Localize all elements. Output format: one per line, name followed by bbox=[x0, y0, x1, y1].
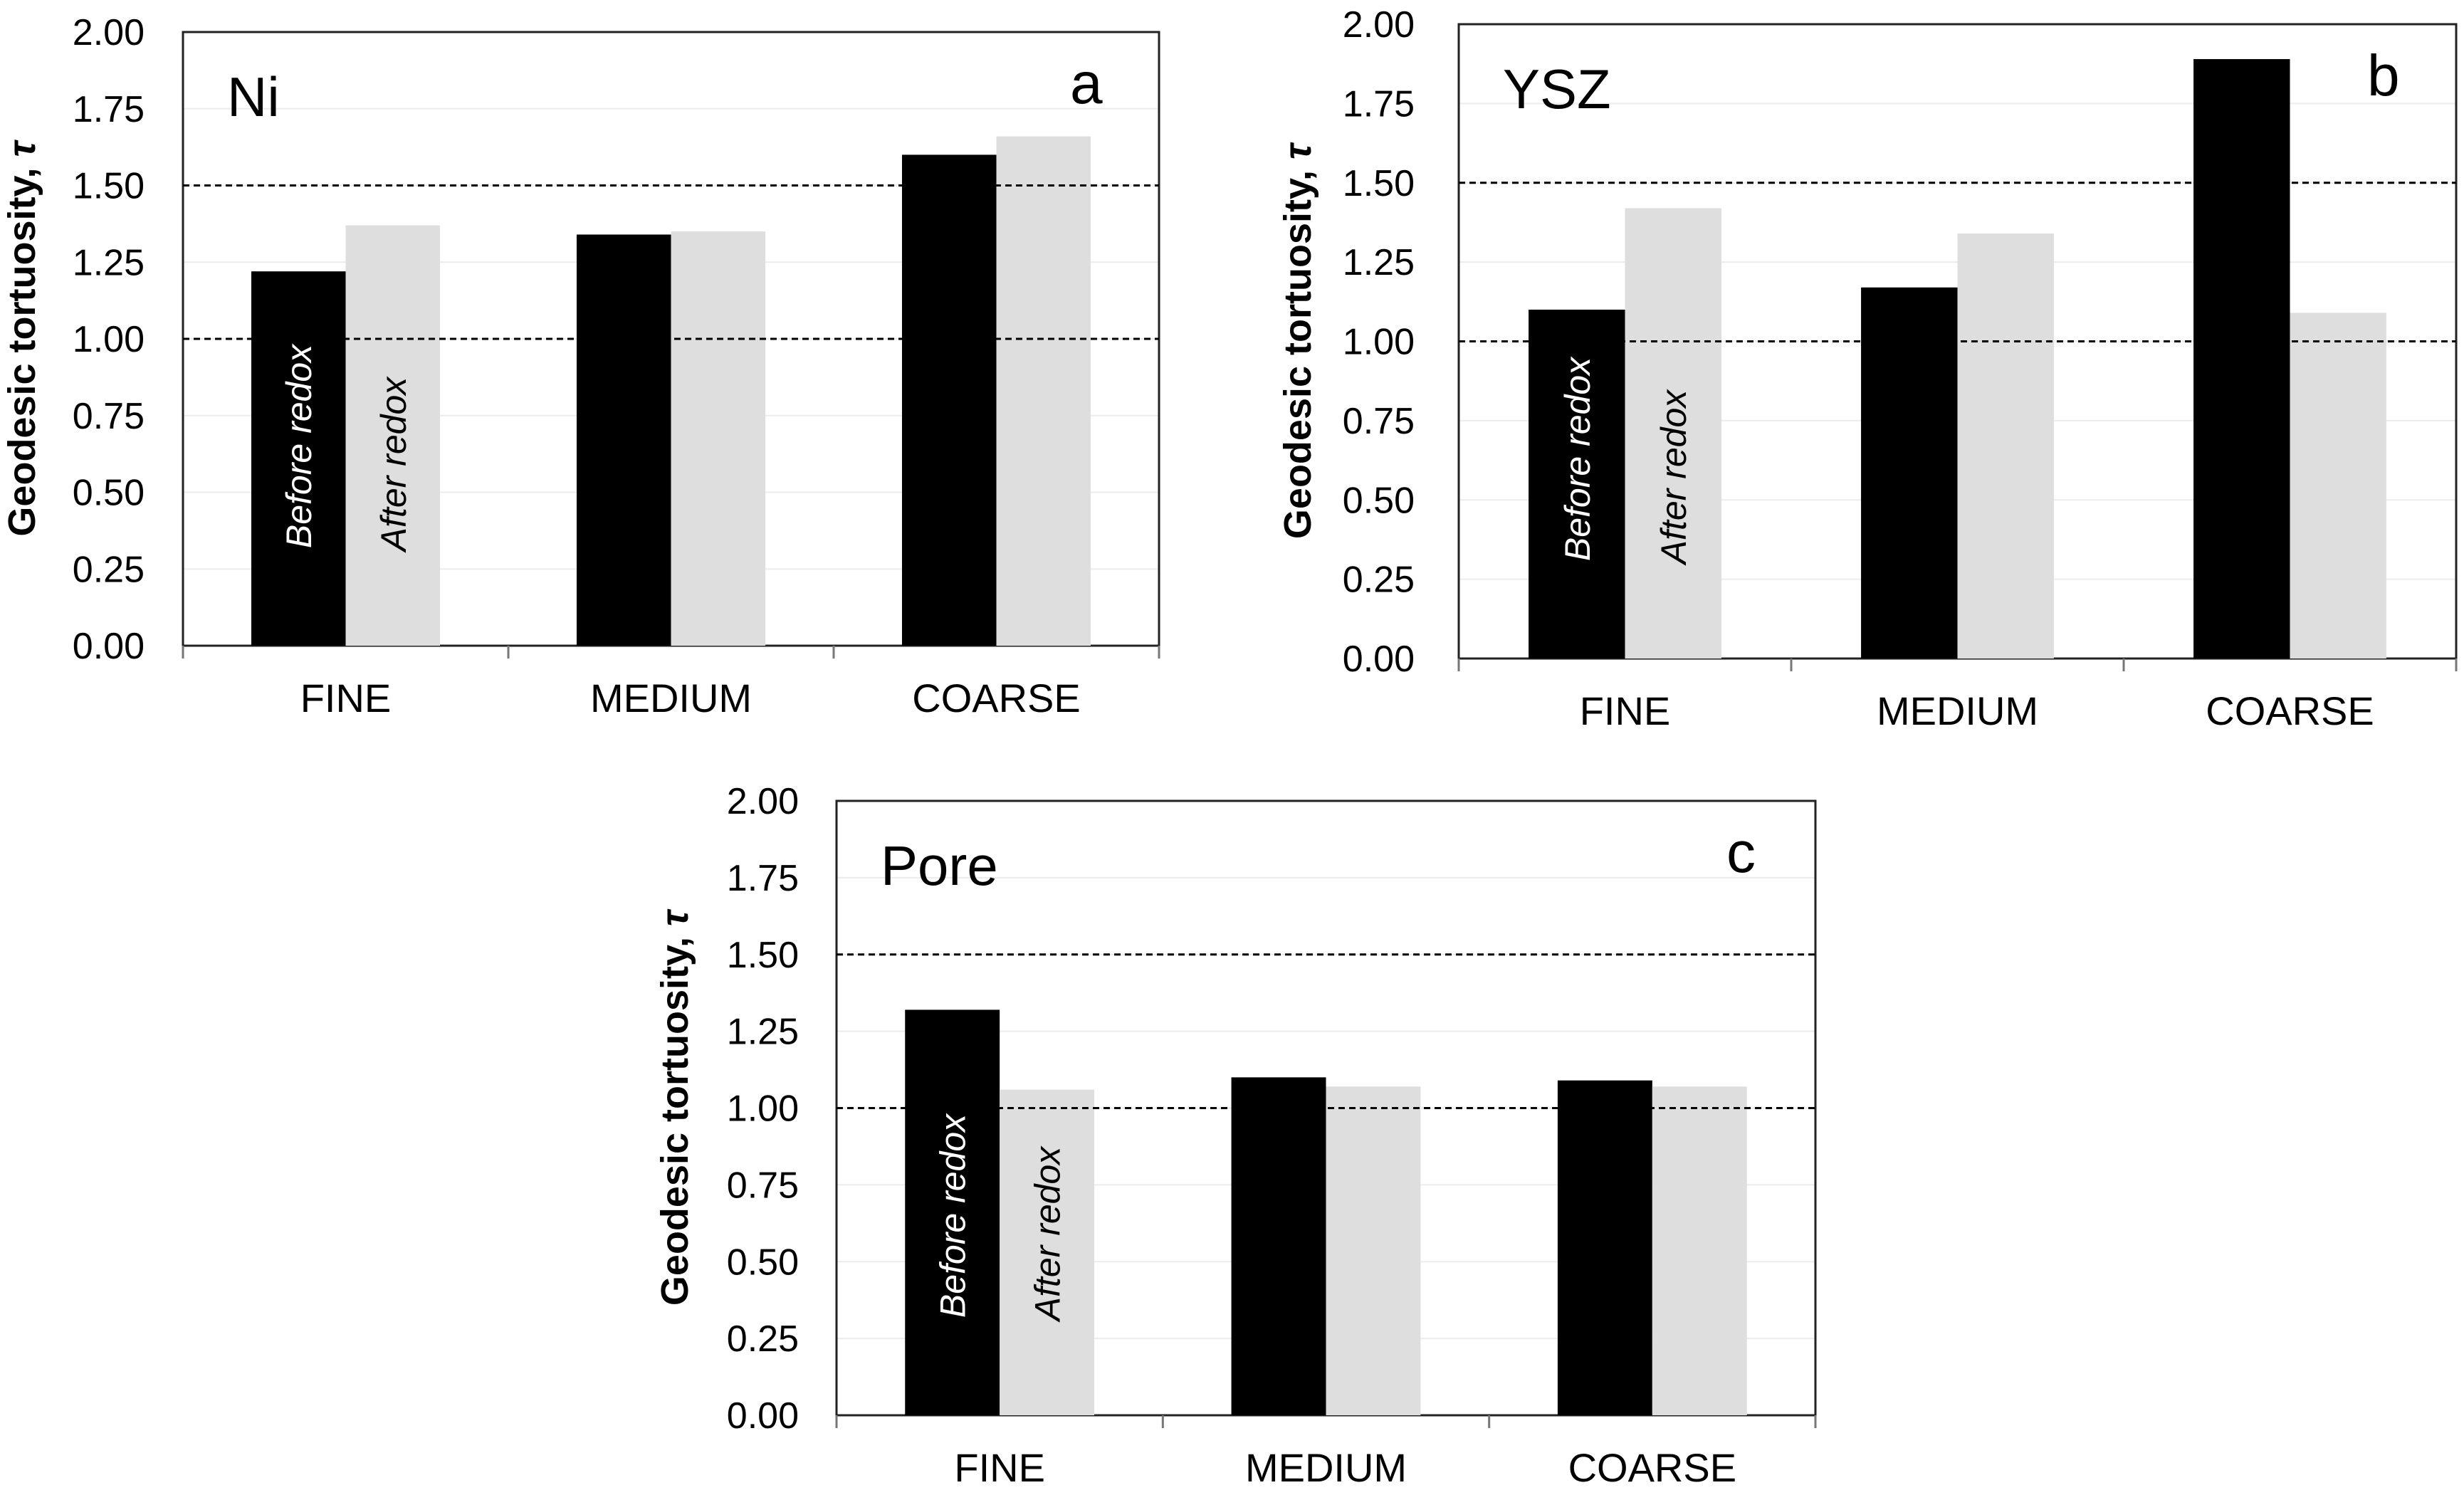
series-label-after-redox: After redox bbox=[1654, 389, 1694, 567]
y-axis-title-text: Geodesic tortuosity, bbox=[1276, 159, 1319, 539]
y-tick-label: 1.50 bbox=[727, 935, 799, 976]
y-tick-label: 1.00 bbox=[727, 1089, 799, 1130]
y-tick-label: 0.50 bbox=[73, 473, 145, 514]
y-tick-label: 1.25 bbox=[727, 1012, 799, 1053]
y-tick-label: 0.00 bbox=[73, 626, 145, 667]
y-tick-label: 2.00 bbox=[727, 781, 799, 822]
bar-before-redox-coarse bbox=[1557, 1080, 1652, 1415]
bar-before-redox-medium bbox=[1861, 287, 1958, 659]
y-tick-label: 0.50 bbox=[727, 1242, 799, 1283]
material-label: YSZ bbox=[1503, 58, 1611, 120]
bar-after-redox-coarse bbox=[2290, 313, 2386, 659]
bar-before-redox-fine bbox=[905, 1009, 1000, 1415]
y-axis-title-text: Geodesic tortuosity, bbox=[1, 157, 43, 536]
y-tick-label: 0.00 bbox=[1343, 639, 1415, 680]
y-tick-label: 0.75 bbox=[727, 1165, 799, 1206]
chart-panel-c: 0.00 0.25 0.50 0.75 1.00 1.25 1.50 1.75 2.00 FINE… bbox=[654, 781, 1817, 1490]
bar-after-redox-coarse bbox=[996, 136, 1091, 646]
y-axis-title: Geodesic tortuosity, τ bbox=[1276, 142, 1319, 539]
panel-letter: a bbox=[1070, 51, 1103, 116]
x-category-label: COARSE bbox=[912, 676, 1081, 720]
y-tick-label: 2.00 bbox=[73, 12, 145, 53]
y-axis-title: Geodesic tortuosity, τ bbox=[654, 908, 696, 1306]
material-label: Pore bbox=[881, 834, 998, 897]
chart-panel-a: 0.00 0.25 0.50 0.75 1.00 1.25 1.50 1.75 2.00 FINE… bbox=[1, 12, 1160, 720]
bar-before-redox-fine bbox=[251, 271, 346, 646]
series-label-after-redox: After redox bbox=[1028, 1145, 1068, 1323]
bar-before-redox-fine bbox=[1529, 309, 1625, 659]
bar-after-redox-fine bbox=[1625, 208, 1721, 659]
series-label-before-redox: Before redox bbox=[933, 1113, 973, 1318]
y-tick-label: 1.75 bbox=[1343, 83, 1415, 125]
y-tick-label: 0.75 bbox=[1343, 401, 1415, 442]
panel-letter: b bbox=[2367, 43, 2400, 108]
y-tick-label: 1.75 bbox=[727, 858, 799, 899]
y-axis-title-symbol: τ bbox=[654, 908, 696, 926]
bar-after-redox-medium bbox=[671, 231, 766, 646]
series-label-after-redox: After redox bbox=[374, 376, 414, 554]
material-label: Ni bbox=[227, 65, 280, 128]
bar-before-redox-medium bbox=[1231, 1077, 1326, 1415]
bar-after-redox-coarse bbox=[1652, 1086, 1747, 1415]
y-axis-title-symbol: τ bbox=[1276, 142, 1319, 159]
y-tick-label: 1.50 bbox=[1343, 163, 1415, 204]
y-tick-label: 1.25 bbox=[73, 242, 145, 283]
x-category-label: MEDIUM bbox=[590, 676, 752, 720]
y-tick-label: 1.75 bbox=[73, 89, 145, 130]
series-label-before-redox: Before redox bbox=[279, 343, 319, 548]
y-tick-label: 0.75 bbox=[73, 396, 145, 437]
x-category-label: COARSE bbox=[2206, 688, 2374, 733]
y-tick-label: 1.00 bbox=[1343, 322, 1415, 363]
y-tick-label: 1.50 bbox=[73, 166, 145, 207]
y-tick-label: 0.25 bbox=[727, 1318, 799, 1360]
bar-before-redox-coarse bbox=[901, 154, 997, 646]
chart-panel-b: 0.00 0.25 0.50 0.75 1.00 1.25 1.50 1.75 2.00 FINE… bbox=[1276, 4, 2458, 733]
x-category-label: COARSE bbox=[1568, 1445, 1737, 1490]
y-tick-label: 0.50 bbox=[1343, 480, 1415, 521]
y-axis-title-text: Geodesic tortuosity, bbox=[654, 926, 696, 1306]
bar-after-redox-fine bbox=[345, 225, 441, 646]
series-label-before-redox: Before redox bbox=[1558, 356, 1598, 561]
y-tick-label: 0.25 bbox=[1343, 560, 1415, 601]
y-tick-label: 0.25 bbox=[73, 549, 145, 590]
y-tick-label: 2.00 bbox=[1343, 4, 1415, 46]
x-category-label: FINE bbox=[1580, 688, 1671, 733]
x-category-label: FINE bbox=[300, 676, 392, 720]
x-category-label: FINE bbox=[954, 1445, 1045, 1490]
bar-after-redox-medium bbox=[1957, 234, 2054, 659]
y-axis-title-symbol: τ bbox=[1, 139, 43, 157]
x-category-label: MEDIUM bbox=[1245, 1445, 1407, 1490]
panel-letter: c bbox=[1726, 820, 1756, 885]
y-tick-label: 0.00 bbox=[727, 1395, 799, 1437]
bar-after-redox-fine bbox=[1000, 1089, 1095, 1415]
bar-before-redox-coarse bbox=[2193, 59, 2290, 659]
y-axis-title: Geodesic tortuosity, τ bbox=[1, 139, 43, 536]
y-tick-label: 1.25 bbox=[1343, 242, 1415, 283]
x-category-label: MEDIUM bbox=[1877, 688, 2038, 733]
bar-before-redox-medium bbox=[576, 234, 671, 646]
y-tick-label: 1.00 bbox=[73, 319, 145, 360]
bar-after-redox-medium bbox=[1326, 1086, 1421, 1415]
